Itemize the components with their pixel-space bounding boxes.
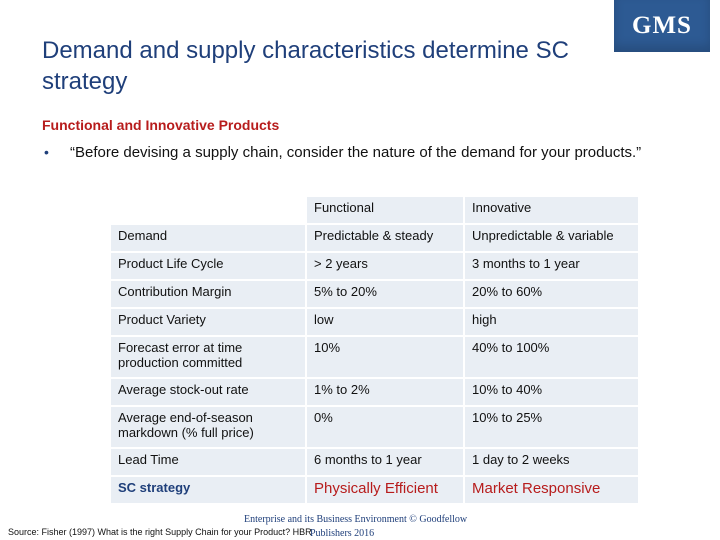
functional-cell: 6 months to 1 year xyxy=(305,449,463,475)
functional-cell: 0% xyxy=(305,407,463,447)
slide-title: Demand and supply characteristics determ… xyxy=(42,37,569,95)
innovative-cell: Market Responsive xyxy=(463,477,638,503)
footer-source: Source: Fisher (1997) What is the right … xyxy=(8,527,312,537)
row-label: Forecast error at time production commit… xyxy=(111,337,305,377)
header-empty-cell xyxy=(111,197,305,223)
header-functional: Functional xyxy=(305,197,463,223)
row-label: SC strategy xyxy=(111,477,305,503)
innovative-cell: 10% to 25% xyxy=(463,407,638,447)
table-row: Average stock-out rate 1% to 2% 10% to 4… xyxy=(111,379,638,405)
row-label: Average end-of-season markdown (% full p… xyxy=(111,407,305,447)
innovative-cell: 20% to 60% xyxy=(463,281,638,307)
innovative-cell: 3 months to 1 year xyxy=(463,253,638,279)
subheading: Functional and Innovative Products xyxy=(42,117,280,133)
innovative-cell: Unpredictable & variable xyxy=(463,225,638,251)
functional-cell: 1% to 2% xyxy=(305,379,463,405)
innovative-cell: 40% to 100% xyxy=(463,337,638,377)
table-row: Product Variety low high xyxy=(111,309,638,335)
bullet-icon: • xyxy=(44,144,49,160)
header-innovative: Innovative xyxy=(463,197,638,223)
table-row: Average end-of-season markdown (% full p… xyxy=(111,407,638,447)
row-label: Product Variety xyxy=(111,309,305,335)
functional-cell: low xyxy=(305,309,463,335)
row-label: Contribution Margin xyxy=(111,281,305,307)
innovative-cell: high xyxy=(463,309,638,335)
functional-cell: Predictable & steady xyxy=(305,225,463,251)
table-row: Forecast error at time production commit… xyxy=(111,337,638,377)
functional-cell: Physically Efficient xyxy=(305,477,463,503)
footer-publishers: Publishers 2016 xyxy=(310,528,375,539)
innovative-cell: 1 day to 2 weeks xyxy=(463,449,638,475)
table-row: Demand Predictable & steady Unpredictabl… xyxy=(111,225,638,251)
table-header-row: Functional Innovative xyxy=(111,197,638,223)
table-row-strategy: SC strategy Physically Efficient Market … xyxy=(111,477,638,503)
row-label: Demand xyxy=(111,225,305,251)
gms-logo: GMS xyxy=(614,0,710,52)
comparison-table: Functional Innovative Demand Predictable… xyxy=(111,195,638,505)
row-label: Average stock-out rate xyxy=(111,379,305,405)
innovative-cell: 10% to 40% xyxy=(463,379,638,405)
functional-cell: 10% xyxy=(305,337,463,377)
functional-cell: > 2 years xyxy=(305,253,463,279)
row-label: Lead Time xyxy=(111,449,305,475)
footer-copyright: Enterprise and its Business Environment … xyxy=(244,514,468,525)
table-row: Product Life Cycle > 2 years 3 months to… xyxy=(111,253,638,279)
bullet-quote: “Before devising a supply chain, conside… xyxy=(70,144,642,161)
row-label: Product Life Cycle xyxy=(111,253,305,279)
functional-cell: 5% to 20% xyxy=(305,281,463,307)
table-row: Lead Time 6 months to 1 year 1 day to 2 … xyxy=(111,449,638,475)
table-row: Contribution Margin 5% to 20% 20% to 60% xyxy=(111,281,638,307)
